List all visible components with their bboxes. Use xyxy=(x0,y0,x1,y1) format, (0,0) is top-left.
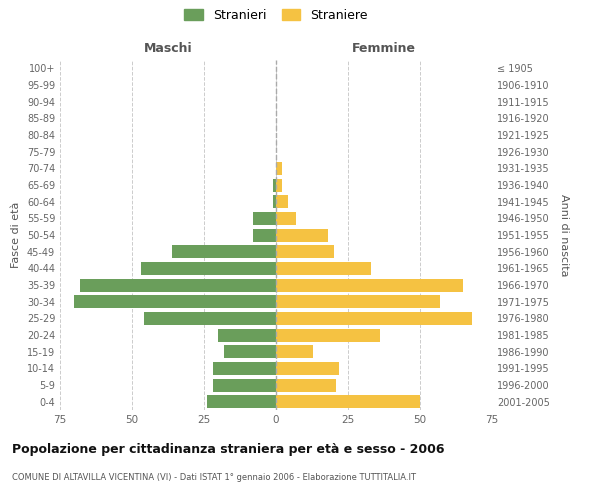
Bar xyxy=(276,362,340,375)
Bar xyxy=(140,262,276,275)
Bar xyxy=(276,212,296,225)
Bar xyxy=(276,262,371,275)
Text: Maschi: Maschi xyxy=(143,42,193,55)
Bar xyxy=(224,345,276,358)
Bar xyxy=(253,228,276,241)
Bar xyxy=(276,245,334,258)
Bar xyxy=(143,312,276,325)
Bar xyxy=(276,162,282,175)
Bar xyxy=(172,245,276,258)
Text: COMUNE DI ALTAVILLA VICENTINA (VI) - Dati ISTAT 1° gennaio 2006 - Elaborazione T: COMUNE DI ALTAVILLA VICENTINA (VI) - Dat… xyxy=(12,472,416,482)
Bar xyxy=(276,395,420,408)
Bar xyxy=(276,195,287,208)
Y-axis label: Anni di nascita: Anni di nascita xyxy=(559,194,569,276)
Bar xyxy=(212,378,276,392)
Bar xyxy=(276,278,463,291)
Bar xyxy=(276,328,380,342)
Legend: Stranieri, Straniere: Stranieri, Straniere xyxy=(184,8,368,22)
Bar xyxy=(276,312,472,325)
Bar xyxy=(273,195,276,208)
Bar xyxy=(276,295,440,308)
Bar xyxy=(253,212,276,225)
Text: Femmine: Femmine xyxy=(352,42,416,55)
Y-axis label: Fasce di età: Fasce di età xyxy=(11,202,21,268)
Bar xyxy=(276,345,313,358)
Bar xyxy=(276,228,328,241)
Bar xyxy=(207,395,276,408)
Bar xyxy=(273,178,276,192)
Bar xyxy=(276,178,282,192)
Bar xyxy=(212,362,276,375)
Text: Popolazione per cittadinanza straniera per età e sesso - 2006: Popolazione per cittadinanza straniera p… xyxy=(12,442,445,456)
Bar xyxy=(74,295,276,308)
Bar xyxy=(276,378,337,392)
Bar xyxy=(218,328,276,342)
Bar xyxy=(80,278,276,291)
